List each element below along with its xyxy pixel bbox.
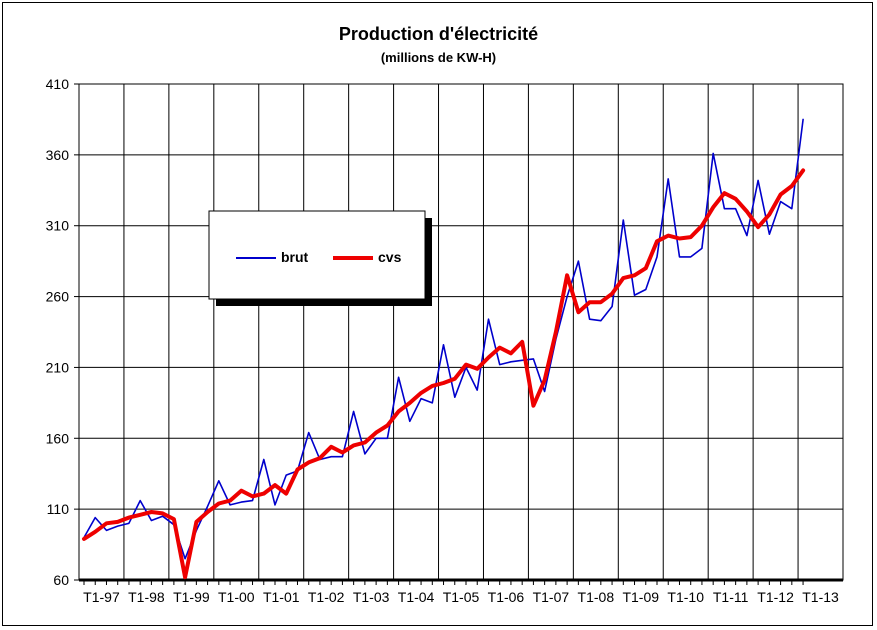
legend-label-cvs: cvs [378,249,402,265]
x-tick-label-16: T1-13 [802,589,839,605]
x-tick-label-0: T1-97 [83,589,120,605]
y-tick-label-210: 210 [46,359,70,375]
x-tick-label-7: T1-04 [398,589,435,605]
y-tick-label-160: 160 [46,430,70,446]
x-tick-label-11: T1-08 [578,589,615,605]
x-tick-label-6: T1-03 [353,589,390,605]
x-tick-label-3: T1-00 [218,589,255,605]
x-axis-ticks: T1-97 T1-98 T1-99 T1-00 T1-01 T1-02 T1-03 T1-04… [79,578,843,605]
legend: brut cvs [208,210,432,306]
y-tick-label-60: 60 [53,572,69,588]
y-tick-label-360: 360 [46,147,70,163]
x-tick-label-10: T1-07 [533,589,570,605]
x-tick-label-9: T1-06 [488,589,525,605]
x-tick-label-8: T1-05 [443,589,480,605]
chart-title: Production d'électricité [338,24,539,44]
gridlines [79,83,843,581]
legend-box [208,210,426,300]
y-tick-label-310: 310 [46,218,70,234]
series-line-cvs [82,168,806,580]
x-tick-label-12: T1-09 [622,589,659,605]
y-tick-label-260: 260 [46,289,70,305]
y-tick-label-410: 410 [46,76,70,92]
x-tick-label-2: T1-99 [173,589,210,605]
legend-label-brut: brut [281,249,309,265]
x-tick-label-14: T1-11 [713,589,749,605]
x-tick-label-5: T1-02 [308,589,345,605]
y-axis-ticks: 60 110 160 210 260 310 360 410 [46,76,79,588]
x-tick-label-15: T1-12 [757,589,794,605]
y-tick-label-110: 110 [47,501,70,517]
x-tick-label-13: T1-10 [667,589,704,605]
chart-subtitle: (millions de KW-H) [380,50,497,65]
series-lines [82,118,806,580]
x-tick-label-4: T1-01 [263,589,300,605]
plot-area [78,83,844,581]
x-tick-label-1: T1-98 [128,589,165,605]
